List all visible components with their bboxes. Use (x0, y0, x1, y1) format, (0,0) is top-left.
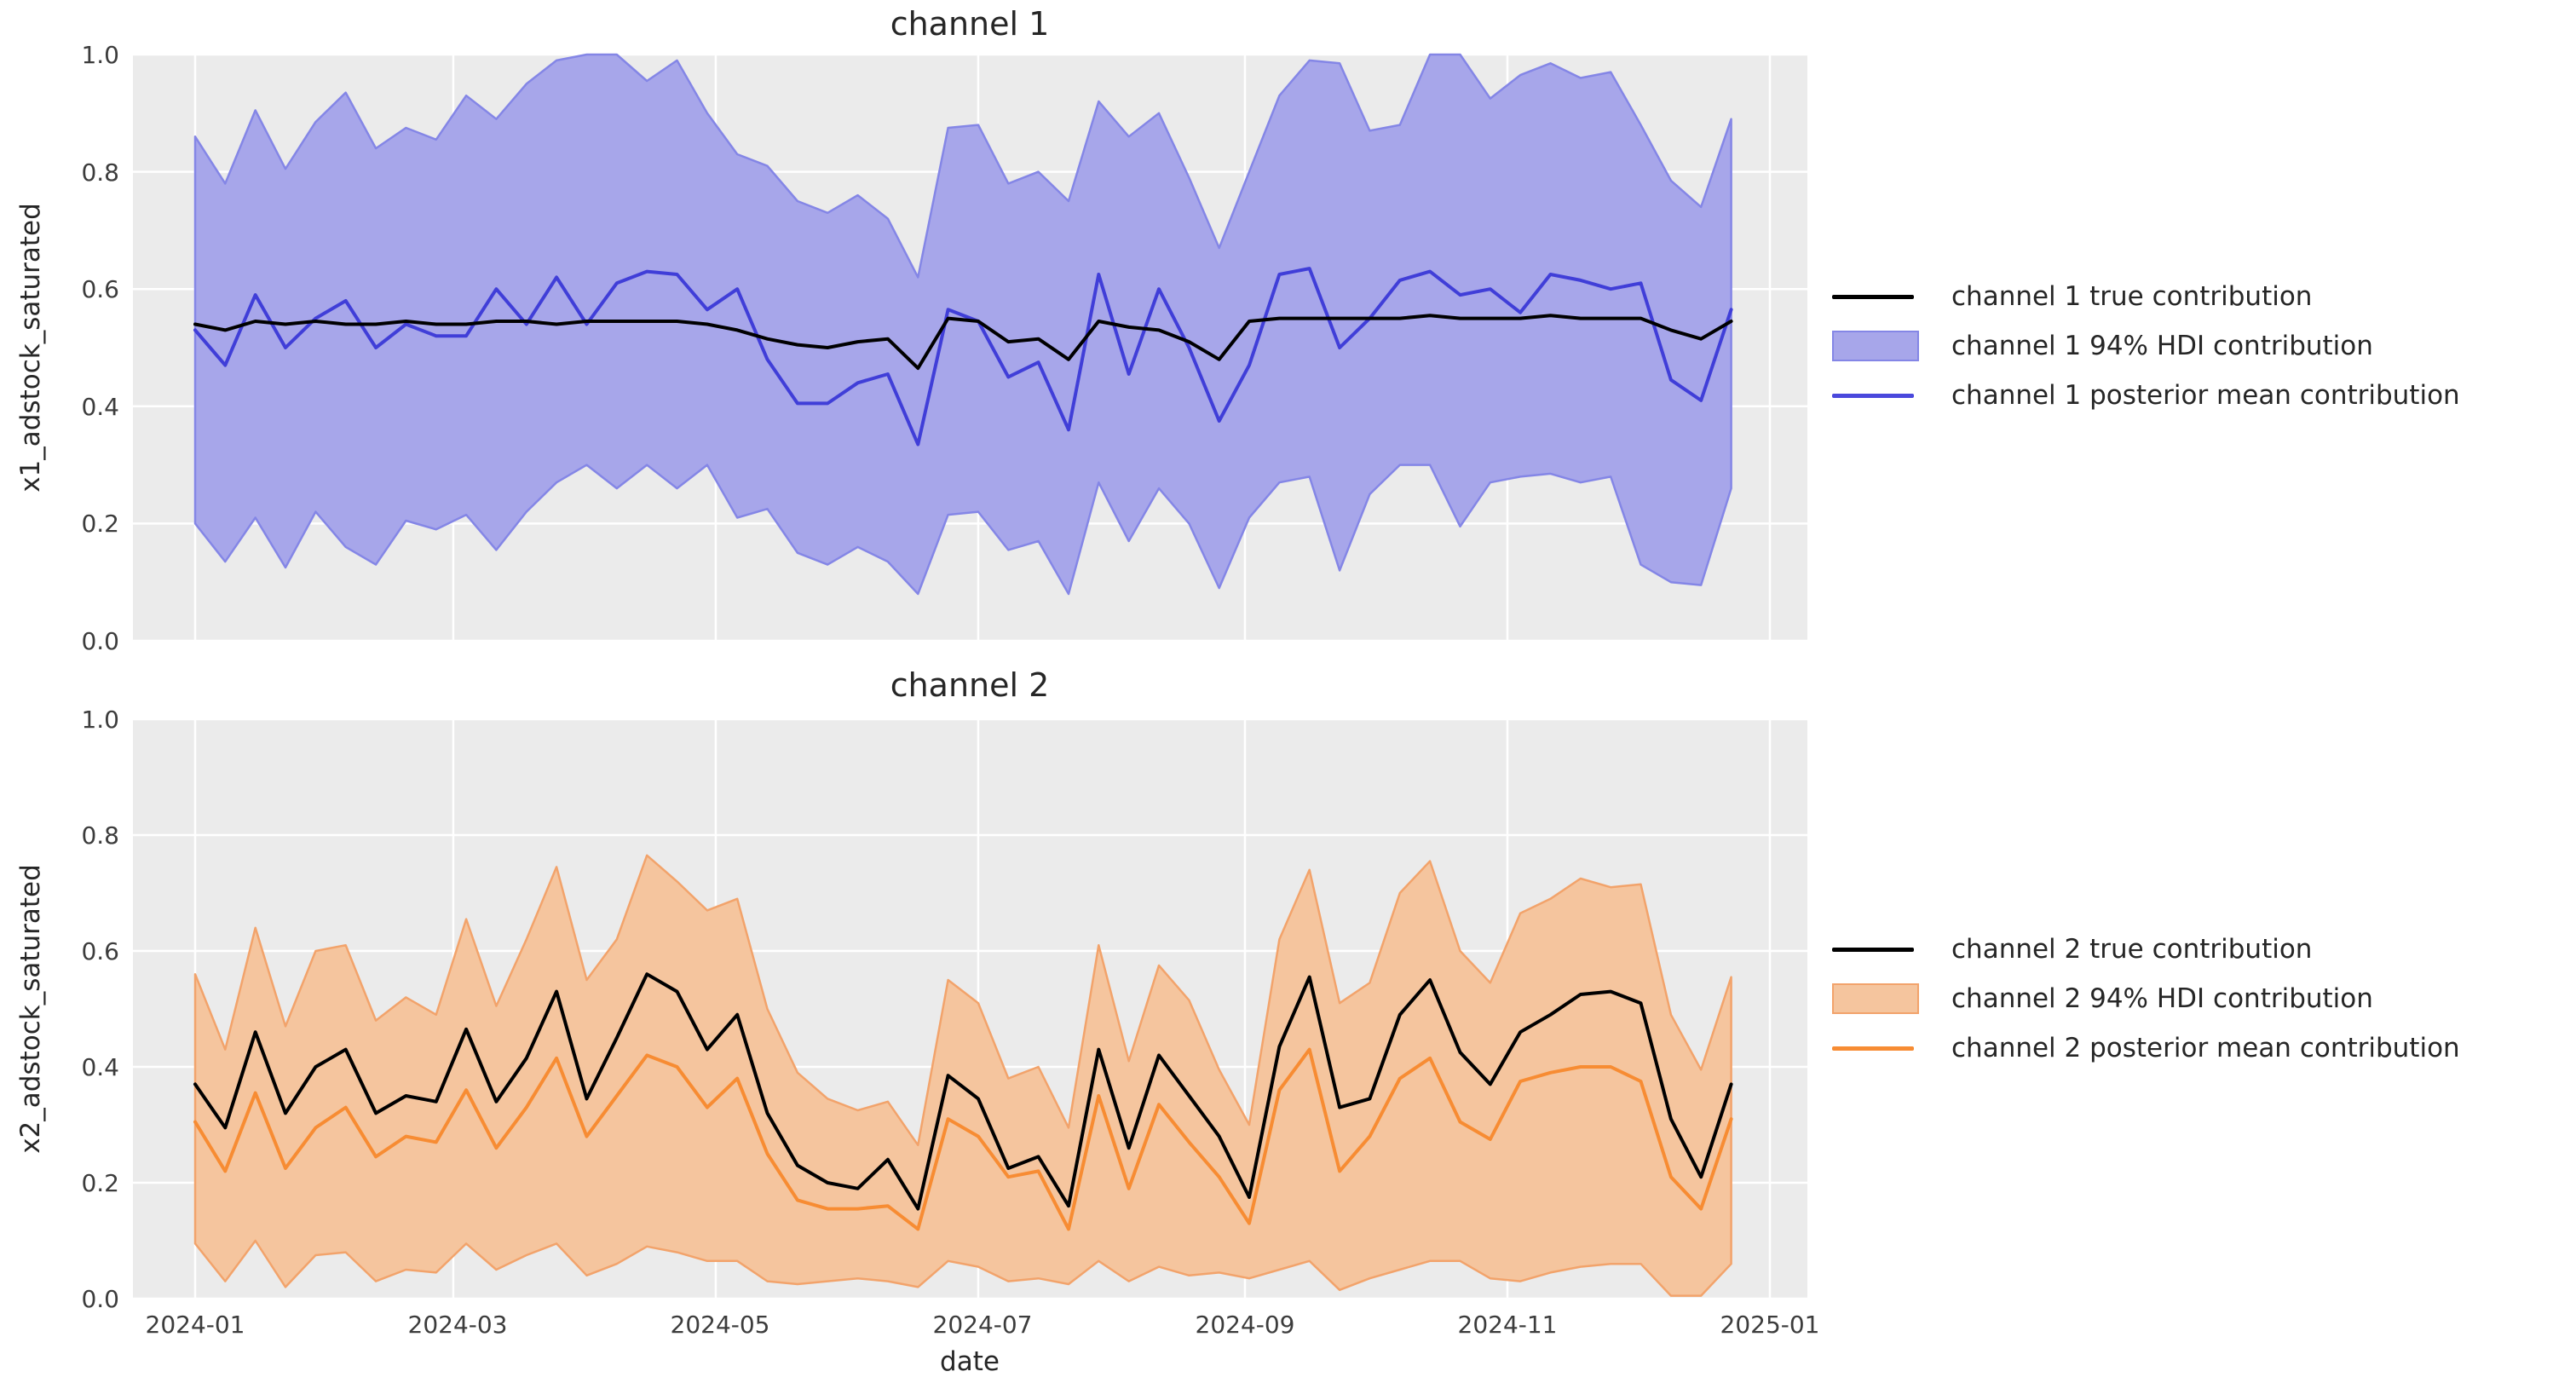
y-tick-label: 0.2 (81, 1169, 119, 1197)
true-line-swatch (1832, 295, 1914, 299)
y-tick-label: 0.4 (81, 393, 119, 421)
x-tick-label: 2024-01 (145, 1311, 245, 1339)
posterior-mean-line-swatch (1832, 394, 1914, 398)
channel-1-hdi-band (193, 53, 1732, 596)
channel-1-posterior-mean-line (193, 267, 1733, 447)
posterior-mean-line-swatch (1832, 1046, 1914, 1051)
y-tick-label: 0.6 (81, 275, 119, 303)
hdi-band-swatch (1832, 983, 1919, 1014)
y-tick-label: 1.0 (81, 706, 119, 734)
y-tick-label: 0.8 (81, 821, 119, 850)
x-axis-label: date (940, 1346, 1000, 1377)
y-tick-label: 0.8 (81, 158, 119, 187)
true-line-swatch (1832, 948, 1914, 952)
legend-label: channel 1 94% HDI contribution (1951, 331, 2373, 361)
y-tick-label: 0.0 (81, 1285, 119, 1313)
legend-label: channel 2 true contribution (1951, 934, 2313, 965)
legend-label: channel 1 true contribution (1951, 281, 2313, 312)
legend-label: channel 2 posterior mean contribution (1951, 1033, 2460, 1063)
y-tick-label: 0.6 (81, 937, 119, 965)
channel-2-true-contribution-line (193, 972, 1733, 1211)
x-tick-label: 2024-05 (670, 1311, 770, 1339)
x-tick-label: 2024-11 (1457, 1311, 1558, 1339)
y-tick-label: 1.0 (81, 41, 119, 69)
channel-2-posterior-mean-line (193, 1047, 1733, 1231)
panel2-title: channel 2 (890, 666, 1050, 704)
panel1-title: channel 1 (890, 5, 1050, 43)
x-tick-label: 2024-09 (1195, 1311, 1295, 1339)
hdi-band-swatch (1832, 331, 1919, 361)
legend-label: channel 2 94% HDI contribution (1951, 983, 2373, 1014)
x-tick-label: 2024-07 (932, 1311, 1033, 1339)
x-tick-label: 2024-03 (407, 1311, 508, 1339)
x-tick-label: 2025-01 (1720, 1311, 1820, 1339)
channel-1-true-contribution-line (193, 314, 1733, 371)
y-tick-label: 0.2 (81, 510, 119, 538)
panel1-y-axis-label: x1_adstock_saturated (15, 203, 46, 493)
channel-2-hdi-band (193, 854, 1732, 1297)
panel2-y-axis-label: x2_adstock_saturated (15, 864, 46, 1154)
y-tick-label: 0.0 (81, 627, 119, 655)
y-tick-label: 0.4 (81, 1053, 119, 1081)
legend-label: channel 1 posterior mean contribution (1951, 380, 2460, 411)
